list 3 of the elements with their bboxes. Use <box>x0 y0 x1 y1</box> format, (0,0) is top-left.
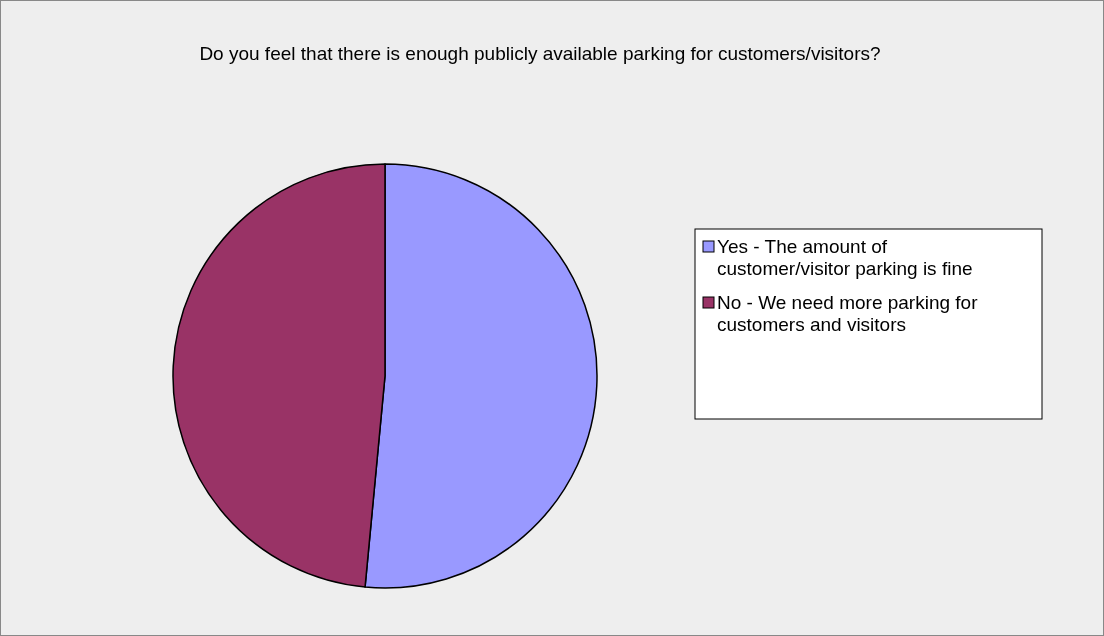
legend-label: No - We need more parking for customers and visitors <box>717 292 979 335</box>
legend-label: Yes - The amount of customer/visitor parking is fine <box>717 236 973 279</box>
chart-title: Do you feel that there is enough publicly available parking for customers/visitors? <box>199 43 881 64</box>
